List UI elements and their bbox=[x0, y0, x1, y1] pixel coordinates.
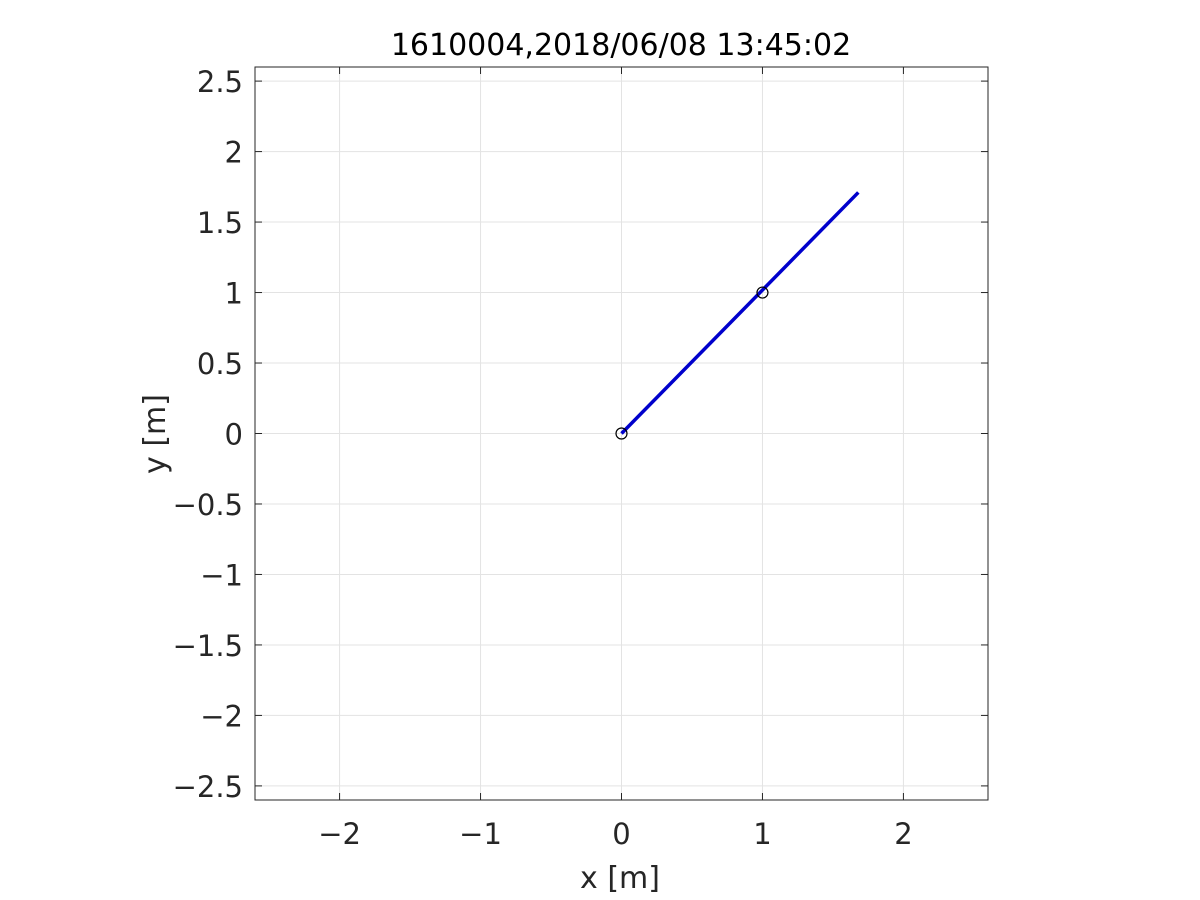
y-tick-label: 1.5 bbox=[197, 206, 243, 240]
x-tick-label: −1 bbox=[459, 817, 502, 851]
x-tick-label: 0 bbox=[612, 817, 630, 851]
x-axis-label: x [m] bbox=[580, 861, 660, 896]
y-tick-label: −1 bbox=[200, 558, 243, 592]
trajectory-line bbox=[620, 191, 860, 435]
x-tick-labels: −2 −1 0 1 2 bbox=[318, 817, 912, 851]
y-tick-labels: 2.5 2 1.5 1 0.5 0 −0.5 −1 −1.5 −2 −2.5 bbox=[173, 65, 243, 804]
y-tick-label: 0 bbox=[225, 418, 243, 452]
y-tick-label: 2.5 bbox=[197, 65, 243, 99]
circle-marker bbox=[615, 427, 628, 440]
x-tick-label: 2 bbox=[894, 817, 912, 851]
series-layer bbox=[620, 191, 860, 435]
x-tick-label: 1 bbox=[753, 817, 771, 851]
y-tick-label: 2 bbox=[225, 136, 243, 170]
marker-layer bbox=[615, 286, 769, 440]
y-tick-label: 1 bbox=[225, 277, 243, 311]
chart-title: 1610004,2018/06/08 13:45:02 bbox=[391, 28, 851, 63]
y-tick-label: −1.5 bbox=[173, 629, 243, 663]
y-tick-label: −2 bbox=[200, 699, 243, 733]
y-axis-label: y [m] bbox=[138, 394, 173, 474]
y-tick-label: −0.5 bbox=[173, 488, 243, 522]
circle-marker bbox=[756, 286, 769, 299]
y-tick-label: 0.5 bbox=[197, 347, 243, 381]
tick-layer bbox=[255, 67, 988, 800]
x-tick-label: −2 bbox=[318, 817, 361, 851]
y-tick-label: −2.5 bbox=[173, 770, 243, 804]
